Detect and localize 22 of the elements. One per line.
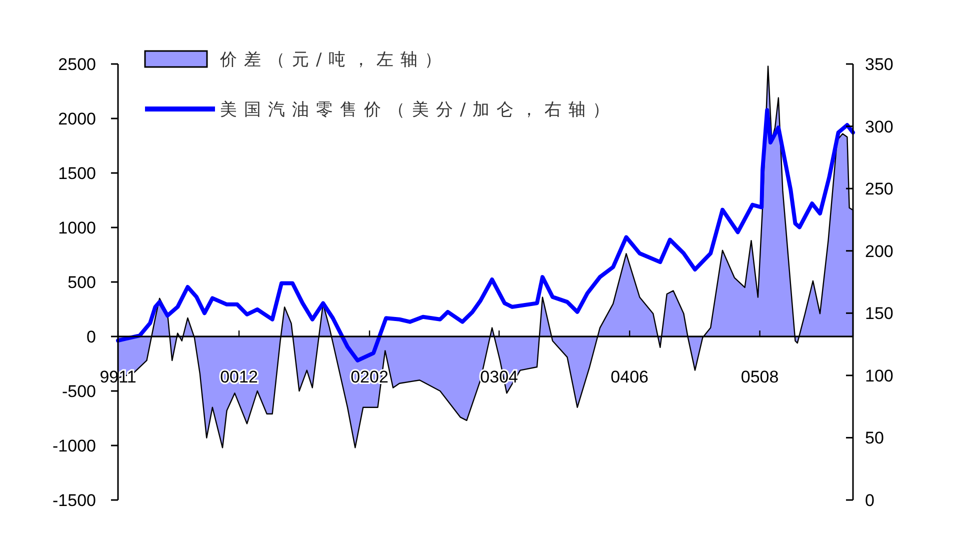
- legend-label: 价差（元/吨，左轴）: [219, 50, 449, 70]
- y2-tick-label: 250: [865, 180, 894, 199]
- y2-tick-label: 300: [865, 117, 894, 136]
- y-tick-label: 2500: [58, 55, 96, 74]
- y-tick-label: -500: [62, 382, 96, 401]
- y-tick-label: -1000: [52, 436, 96, 456]
- x-tick-label: 0406: [610, 368, 649, 386]
- y2-tick-label: 150: [865, 304, 894, 324]
- x-tick-label: 0012: [220, 368, 258, 386]
- y2-tick-label: 200: [865, 242, 894, 261]
- legend-label: 美国汽油零售价（美分/加仑，右轴）: [220, 100, 617, 120]
- y2-tick-label: 50: [865, 428, 884, 448]
- x-tick-label: 0508: [740, 368, 779, 386]
- y-tick-label: 0: [86, 328, 96, 346]
- y-tick-label: 500: [68, 273, 96, 292]
- y-tick-label: -1500: [52, 491, 96, 510]
- y2-tick-label: 0: [865, 491, 874, 510]
- y-tick-label: 1000: [58, 218, 96, 238]
- y2-tick-label: 350: [865, 55, 894, 74]
- y2-tick-label: 100: [865, 366, 894, 386]
- y-tick-label: 1500: [58, 164, 96, 183]
- y-tick-label: 2000: [58, 110, 96, 128]
